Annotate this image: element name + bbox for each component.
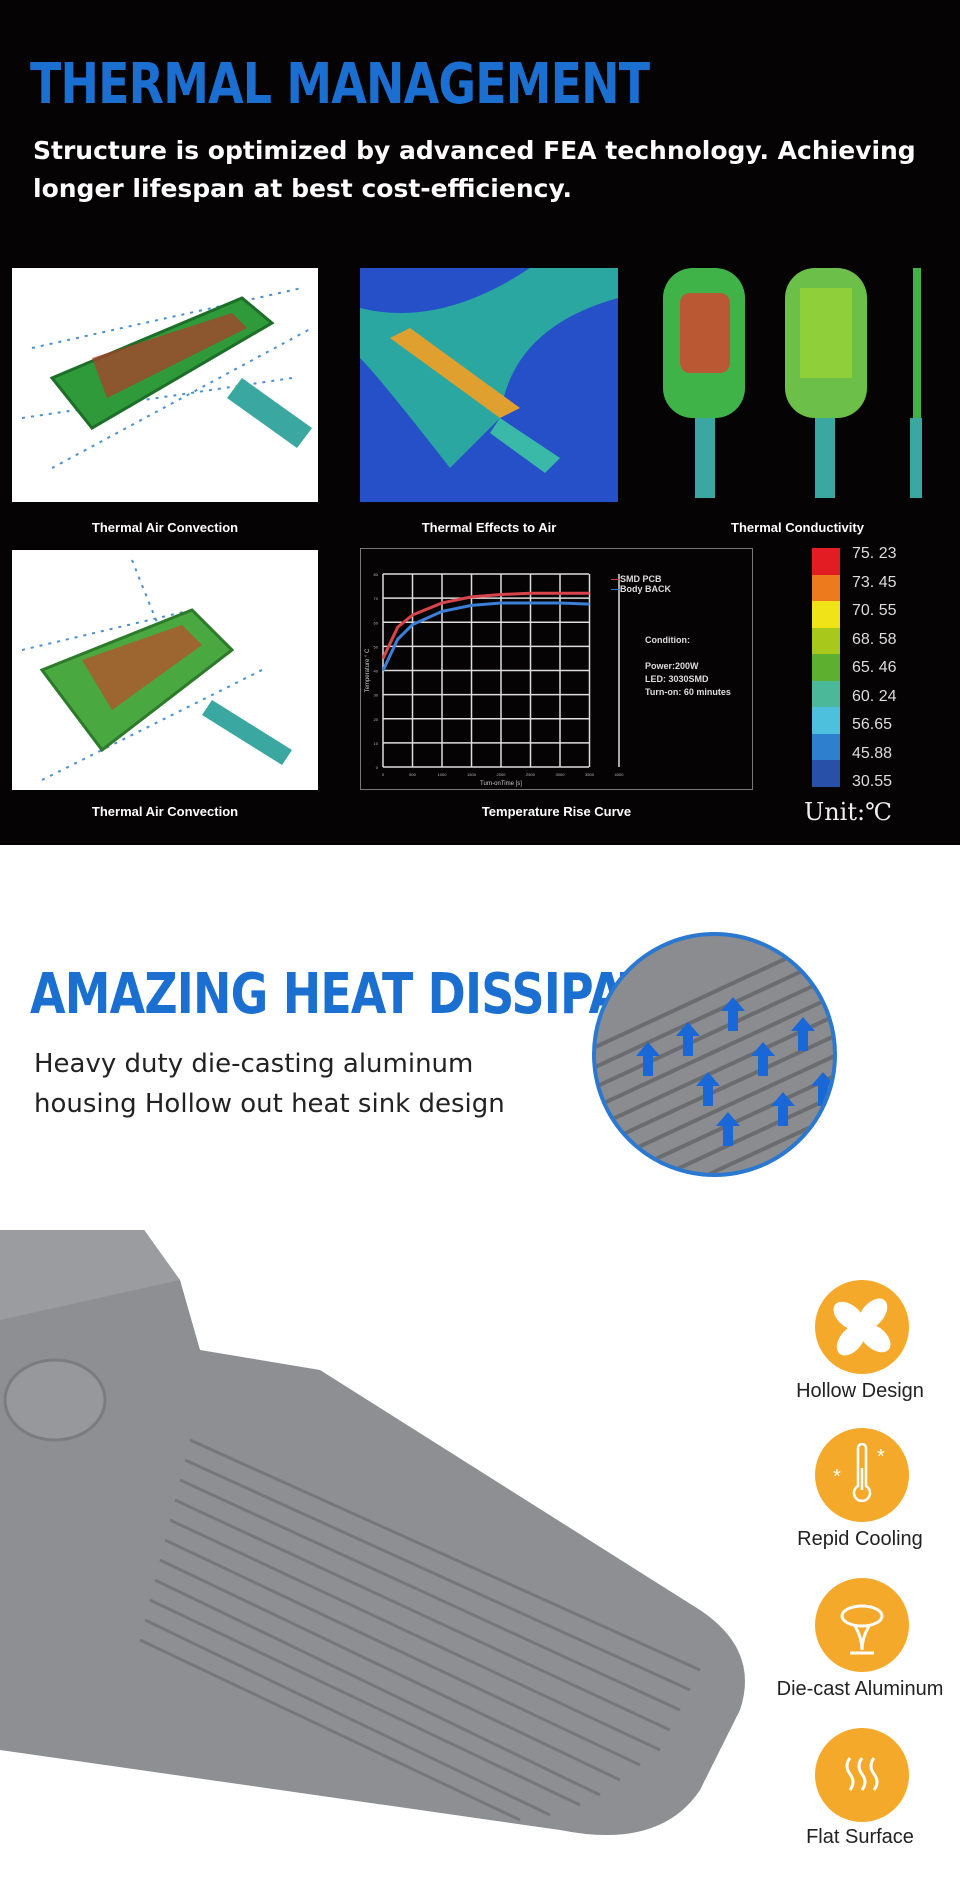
caption: Thermal Air Convection	[91, 520, 239, 535]
legend-value: 30.55	[852, 773, 893, 790]
svg-text:*: *	[833, 1466, 841, 1488]
x-tick-label: 2000	[497, 772, 507, 777]
y-tick-label: 10	[374, 741, 379, 746]
series-line-body-back	[381, 601, 590, 672]
y-tick-label: 40	[374, 669, 379, 674]
legend-value: 60. 24	[852, 687, 897, 705]
legend-value: 56.65	[852, 716, 893, 733]
legend-swatch	[812, 548, 840, 575]
caption: Temperature Rise Curve	[481, 804, 632, 819]
thermal-effects-image	[360, 268, 618, 502]
subtitle-line: longer lifespan at best cost-efficiency.	[33, 174, 572, 203]
feature-label: Hollow Design	[796, 1380, 924, 1402]
caption: Thermal Air Convection	[91, 804, 239, 819]
legend-smd-pcb: —SMD PCB	[611, 574, 662, 584]
thermal-title: THERMAL MANAGEMENT	[30, 52, 650, 117]
x-tick-label: 3500	[585, 772, 595, 777]
fan-icon	[815, 1280, 909, 1374]
chart-conditions: Condition: Power:200W LED: 3030SMD Turn-…	[645, 634, 731, 699]
dissipation-subtitle: Heavy duty die-casting aluminum housing …	[34, 1044, 505, 1124]
legend-swatch	[812, 707, 840, 734]
subtitle-line: housing Hollow out heat sink design	[34, 1089, 505, 1119]
x-tick-label: 0	[382, 772, 385, 777]
y-tick-label: 0	[376, 765, 379, 770]
y-tick-label: 70	[374, 596, 379, 601]
legend-swatch	[812, 601, 840, 628]
caption: Thermal Conductivity	[731, 520, 864, 535]
subtitle-line: Heavy duty die-casting aluminum	[34, 1049, 474, 1079]
heatsink-housing-image	[0, 1230, 745, 1835]
condition-led: LED: 3030SMD	[645, 674, 709, 684]
thermometer-snowflake-icon: * *	[815, 1428, 909, 1522]
legend-value: 75. 23	[852, 545, 897, 562]
y-tick-label: 60	[374, 620, 379, 625]
y-tick-label: 20	[374, 717, 379, 722]
temperature-rise-chart: 0 500 1000 1500 2000 2500 3000 3500 4000 0 10 20 30 4…	[360, 548, 753, 790]
chart-legend: —SMD PCB —Body BACK	[611, 574, 671, 594]
y-tick-label: 30	[374, 693, 379, 698]
feature-label: Die-cast Aluminum	[776, 1678, 944, 1700]
legend-swatch	[812, 760, 840, 787]
heat-waves-icon	[815, 1728, 909, 1822]
x-tick-label: 1500	[467, 772, 477, 777]
legend-value: 70. 55	[852, 602, 897, 619]
condition-power: Power:200W	[645, 661, 699, 671]
legend-value: 68. 58	[852, 630, 897, 648]
legend-body-back: —Body BACK	[611, 584, 671, 594]
air-convection-image-1	[12, 268, 318, 502]
caption: Thermal Effects to Air	[421, 520, 557, 535]
x-tick-label: 2500	[526, 772, 536, 777]
legend-swatch	[812, 733, 840, 761]
series-line-smd-pcb	[381, 591, 590, 660]
thermal-subtitle: Structure is optimized by advanced FEA t…	[33, 132, 916, 208]
x-tick-label: 1000	[438, 772, 448, 777]
feature-label: Repid Cooling	[797, 1528, 923, 1550]
legend-swatch	[812, 654, 840, 681]
legend-swatch	[812, 627, 840, 655]
subtitle-line: Structure is optimized by advanced FEA t…	[33, 136, 916, 165]
y-tick-label: 80	[374, 572, 379, 577]
legend-value: 65. 46	[852, 659, 897, 676]
y-tick-label: 50	[374, 644, 379, 649]
thermal-management-section: THERMAL MANAGEMENT Structure is optimize…	[0, 0, 960, 845]
y-axis-label: Temperature ° C	[365, 648, 371, 692]
legend-swatch	[812, 574, 840, 602]
condition-heading: Condition:	[645, 635, 690, 645]
die-cast-icon	[815, 1578, 909, 1672]
legend-value: 73. 45	[852, 573, 897, 591]
legend-swatch	[812, 680, 840, 708]
chart-svg: 0 500 1000 1500 2000 2500 3000 3500 4000 0 10 20 30 4…	[365, 572, 625, 787]
air-convection-image-2	[12, 550, 318, 790]
x-axis-label: Turn-onTime [s]	[480, 781, 522, 787]
x-tick-label: 4000	[615, 772, 625, 777]
x-tick-label: 500	[409, 772, 416, 777]
condition-duration: Turn-on: 60 minutes	[645, 687, 731, 697]
svg-text:*: *	[877, 1446, 885, 1468]
x-tick-label: 3000	[556, 772, 566, 777]
thermal-conductivity-image	[655, 268, 935, 502]
legend-unit: Unit:℃	[804, 798, 892, 826]
legend-value: 45.88	[852, 744, 893, 762]
heatsink-closeup-image	[592, 932, 837, 1177]
feature-label: Flat Surface	[806, 1826, 914, 1848]
